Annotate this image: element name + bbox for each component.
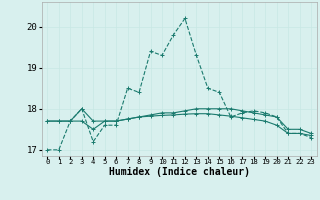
X-axis label: Humidex (Indice chaleur): Humidex (Indice chaleur) xyxy=(109,167,250,177)
